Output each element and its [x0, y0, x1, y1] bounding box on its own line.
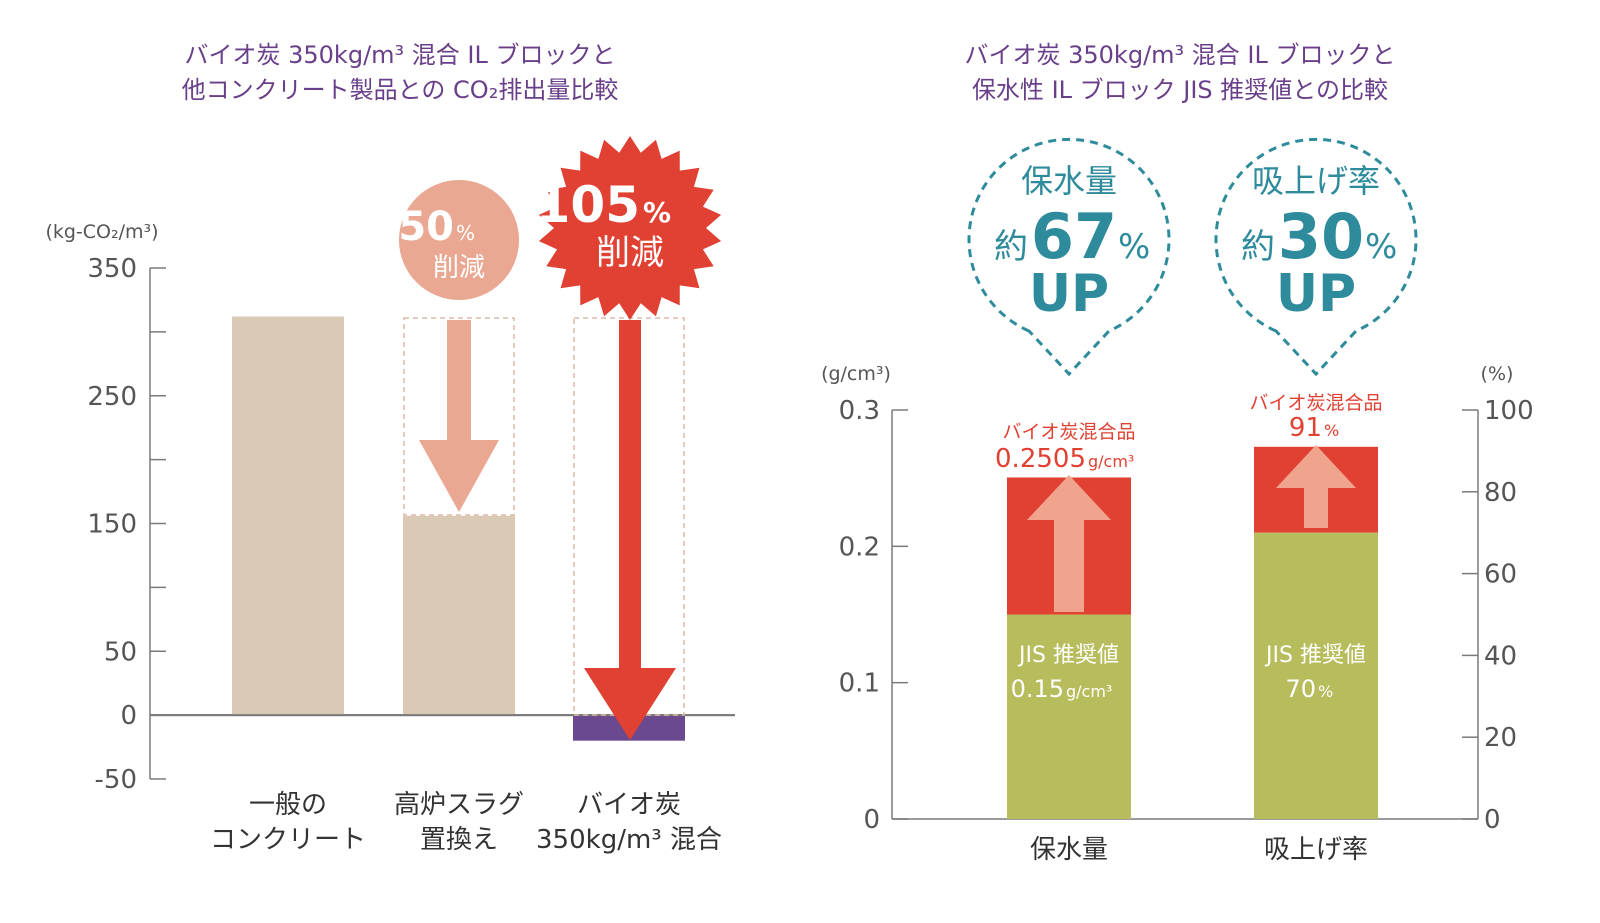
left-y-tick-label: 150 — [87, 510, 137, 540]
right-category-label: 吸上げ率 — [1264, 835, 1368, 865]
right-left-tick-label: 0 — [863, 805, 880, 835]
callout-water-number: 67 — [1031, 200, 1117, 273]
left-y-axis: 350 250 150 50 0 -50 — [87, 254, 735, 795]
callout-absorption-outline — [1214, 137, 1418, 377]
jis-unit-absorption: % — [1318, 682, 1333, 701]
biochar-value-absorption: 91 — [1289, 413, 1322, 443]
red-down-arrow — [584, 320, 676, 740]
badge-50-circle — [399, 180, 519, 300]
badge-105-number: 105 — [536, 176, 640, 234]
right-chart: バイオ炭 350kg/m³ 混合 IL ブロックと 保水性 IL ブロック JI… — [821, 41, 1534, 865]
biochar-label-water: バイオ炭混合品 — [1002, 421, 1135, 443]
left-y-tick-label: -50 — [95, 765, 137, 795]
callout-absorption-prefix: 約 — [1241, 227, 1275, 267]
jis-label-absorption: JIS 推奨値 — [1264, 643, 1366, 668]
water-retention-up-arrow — [1027, 475, 1111, 612]
left-bars — [232, 316, 685, 741]
right-right-tick-label: 40 — [1484, 641, 1517, 671]
jis-value-water: 0.15 — [1011, 675, 1064, 703]
right-left-tick-label: 0.1 — [839, 669, 880, 699]
right-title-line2: 保水性 IL ブロック JIS 推奨値との比較 — [972, 76, 1388, 104]
left-y-tick-label: 50 — [104, 637, 137, 667]
biochar-value-water: 0.2505 — [995, 444, 1086, 474]
callout-absorption: 吸上げ率 約 30 % UP — [1214, 137, 1418, 377]
right-y-axis-unit-right: (%) — [1481, 363, 1514, 385]
salmon-down-arrow — [419, 320, 499, 512]
badge-105-percent: 105 % 削減 — [536, 136, 722, 320]
right-y-axis-unit-left: (g/cm³) — [821, 363, 891, 385]
jis-unit-water: g/cm³ — [1066, 682, 1112, 701]
left-bar — [232, 316, 344, 716]
badge-105-label: 削減 — [596, 233, 664, 273]
left-title-line1: バイオ炭 350kg/m³ 混合 IL ブロックと — [185, 41, 616, 69]
callout-absorption-unit: % — [1365, 227, 1397, 267]
callout-water-title: 保水量 — [1021, 162, 1117, 200]
callout-water-suffix: UP — [1029, 264, 1109, 324]
right-right-tick-label: 20 — [1484, 723, 1517, 753]
left-y-axis-unit: (kg-CO₂/m³) — [45, 221, 158, 243]
right-right-tick-label: 60 — [1484, 560, 1517, 590]
left-category-label: 置換え — [420, 825, 498, 855]
right-right-tick-label: 100 — [1484, 396, 1534, 426]
left-category-label: 高炉スラグ — [394, 790, 524, 820]
blast-furnace-original-outline — [403, 317, 515, 516]
badge-50-number: 50 — [398, 204, 454, 250]
badge-105-unit: % — [643, 196, 671, 229]
callout-water-prefix: 約 — [994, 227, 1028, 267]
callout-absorption-suffix: UP — [1276, 264, 1356, 324]
right-axes: 0.3 0.2 0.1 0 100 80 60 40 20 0 — [839, 396, 1534, 835]
jis-value-absorption: 70 — [1285, 675, 1316, 703]
right-category-label: 保水量 — [1030, 835, 1108, 865]
left-title-line2: 他コンクリート製品との CO₂排出量比較 — [182, 76, 619, 104]
callout-water-retention: 保水量 約 67 % UP — [967, 137, 1171, 377]
badge-50-percent: 50 % 削減 — [398, 180, 519, 300]
right-category-labels: 保水量 吸上げ率 — [1030, 835, 1368, 865]
left-bar — [403, 515, 515, 716]
left-y-tick-label: 350 — [87, 254, 137, 284]
callout-absorption-title: 吸上げ率 — [1252, 162, 1380, 200]
biochar-unit-absorption: % — [1324, 421, 1339, 440]
right-left-tick-label: 0.3 — [839, 396, 880, 426]
right-right-tick-label: 80 — [1484, 478, 1517, 508]
biochar-label-absorption: バイオ炭混合品 — [1249, 392, 1382, 414]
left-y-tick-label: 250 — [87, 382, 137, 412]
badge-50-label: 削減 — [433, 253, 485, 283]
left-category-label: コンクリート — [210, 825, 366, 855]
jis-bar-segment — [1007, 614, 1131, 819]
left-y-tick-label: 0 — [120, 701, 137, 731]
right-right-tick-label: 0 — [1484, 805, 1501, 835]
left-category-label: 一般の — [249, 790, 327, 820]
callout-water-outline — [967, 137, 1171, 377]
absorption-up-arrow — [1276, 445, 1356, 528]
left-category-label: バイオ炭 — [577, 790, 681, 820]
badge-50-unit: % — [456, 221, 475, 245]
jis-label-water: JIS 推奨値 — [1017, 643, 1119, 668]
badge-105-starburst — [538, 136, 722, 320]
left-category-label: 350kg/m³ 混合 — [536, 825, 722, 855]
callout-absorption-number: 30 — [1278, 200, 1364, 273]
right-left-tick-label: 0.2 — [839, 532, 880, 562]
left-chart: バイオ炭 350kg/m³ 混合 IL ブロックと 他コンクリート製品との CO… — [45, 41, 735, 855]
right-title-line1: バイオ炭 350kg/m³ 混合 IL ブロックと — [965, 41, 1396, 69]
jis-bar-segment — [1254, 532, 1378, 819]
biochar-unit-water: g/cm³ — [1088, 452, 1134, 471]
callout-water-unit: % — [1118, 227, 1150, 267]
